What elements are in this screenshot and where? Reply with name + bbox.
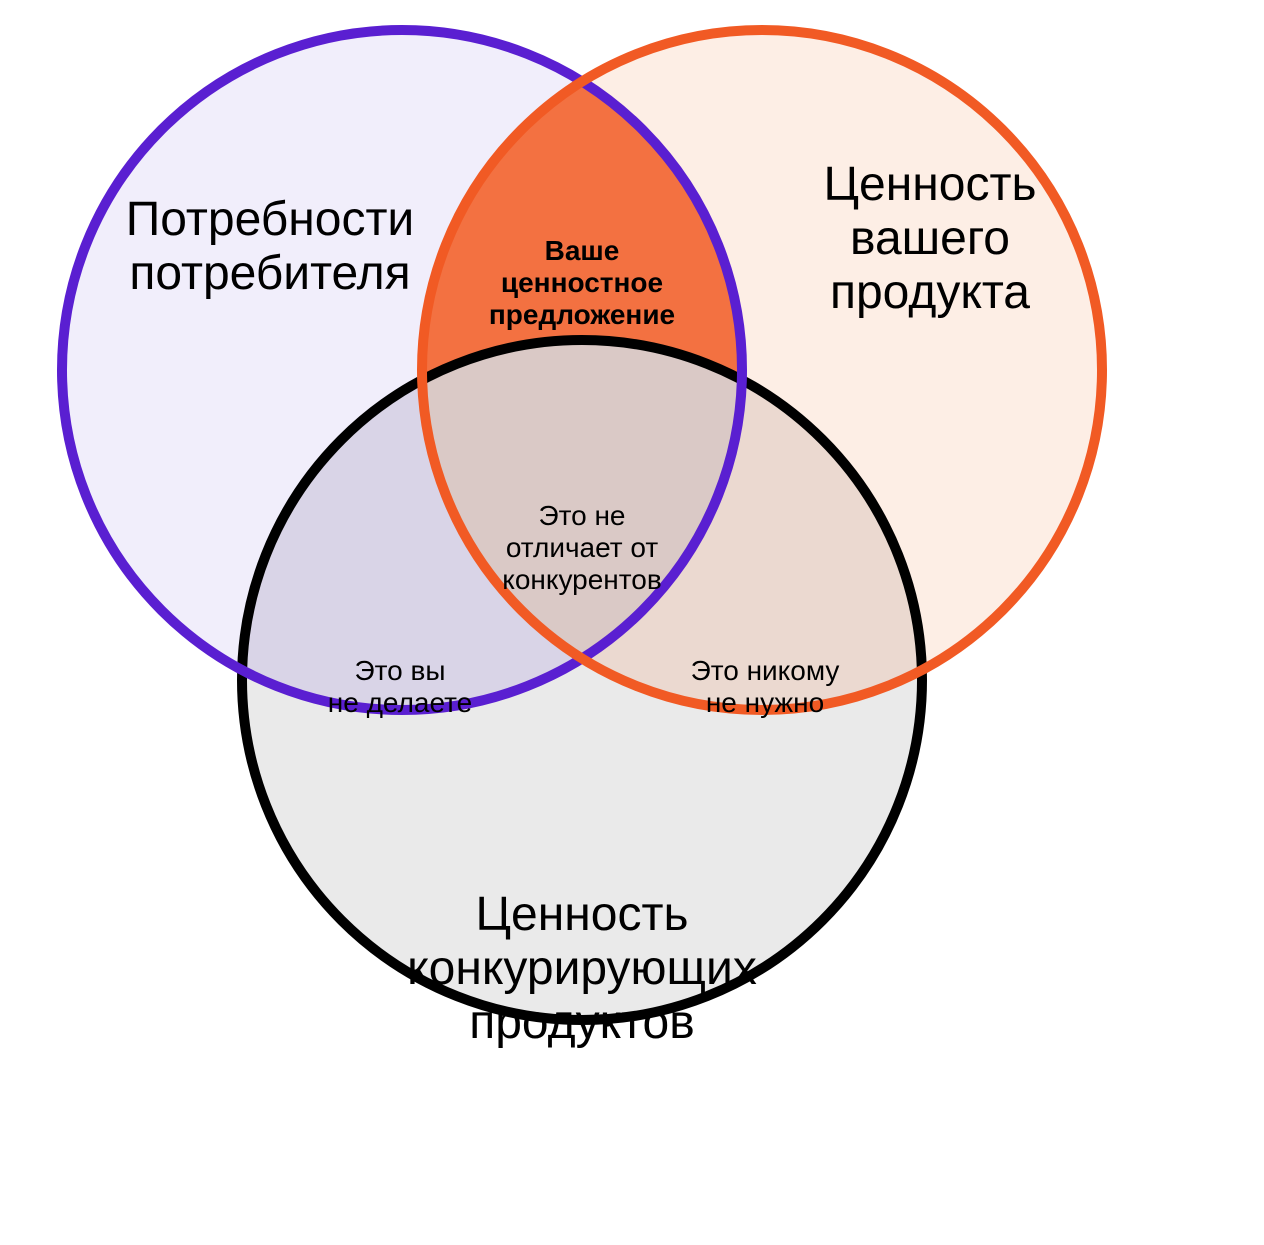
label-consumer-needs: Потребностипотребителя xyxy=(126,193,414,300)
label-nobody-needs: Это никомуне нужно xyxy=(691,655,840,718)
label-your-product: Ценностьвашегопродукта xyxy=(824,158,1037,319)
venn-diagram: Потребностипотребителя Ценностьвашегопро… xyxy=(0,0,1264,1245)
